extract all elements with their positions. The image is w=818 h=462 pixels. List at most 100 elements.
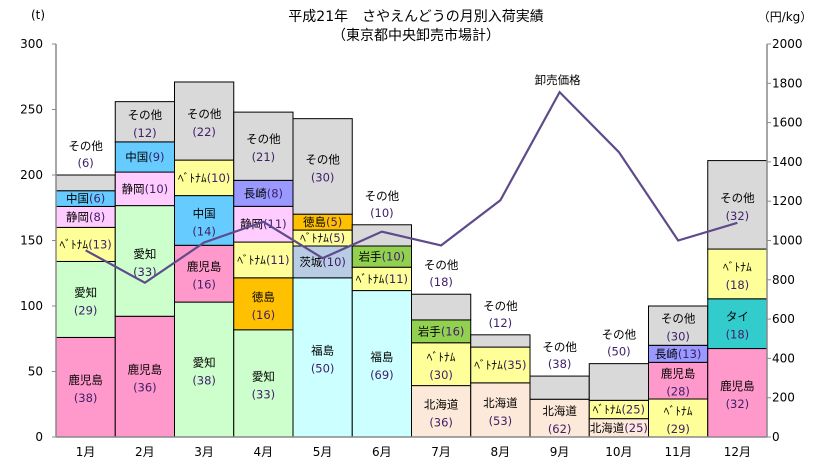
segment-percent: (16)	[252, 308, 276, 322]
segment-label: 北海道	[483, 396, 518, 410]
segment-label: 鹿児島	[661, 367, 696, 381]
segment-percent: (18)	[726, 278, 750, 292]
bar-segment	[529, 398, 590, 438]
segment-percent: (9)	[148, 150, 164, 164]
segment-percent: (10)	[382, 250, 406, 264]
segment-percent: (11)	[263, 217, 287, 231]
segment-label-name: 岩手	[418, 324, 441, 338]
segment-label-name: 中国	[125, 150, 148, 164]
segment-percent: (36)	[133, 381, 157, 395]
bars: 鹿児島(38)愛知(29)ﾍﾞﾄﾅﾑ(13)静岡(8)中国(6)その他(6)鹿児…	[55, 81, 768, 438]
segment-percent: (13)	[88, 237, 112, 251]
segment-label: 鹿児島	[187, 260, 222, 274]
segment-percent: (13)	[678, 347, 702, 361]
y-tick-label: 200	[20, 168, 43, 182]
chart-title: 平成21年 さやえんどうの月別入荷実績	[288, 9, 543, 25]
segment-percent: (5)	[326, 215, 342, 229]
x-tick-label: 10月	[605, 445, 632, 459]
bar-segment	[470, 334, 531, 348]
segment-percent: (35)	[503, 358, 527, 372]
segment-percent: (30)	[666, 330, 690, 344]
segment-percent: (18)	[726, 328, 750, 342]
segment-label: その他	[68, 139, 103, 153]
segment-label: その他	[305, 152, 340, 166]
segment-label-name: ﾍﾞﾄﾅﾑ	[593, 402, 622, 416]
segment-label-name: 長崎	[655, 347, 678, 361]
segment-label: その他	[365, 189, 400, 203]
segment-percent: (6)	[77, 156, 93, 170]
x-tick-label: 3月	[194, 445, 214, 459]
segment-label-name: ﾍﾞﾄﾅﾑ	[178, 171, 207, 185]
segment-percent: (33)	[252, 387, 276, 401]
segment-label: その他	[246, 132, 281, 146]
y2-tick-label: 2000	[772, 37, 803, 51]
segment-label: 徳島(5)	[303, 215, 342, 229]
segment-percent: (30)	[311, 170, 335, 184]
segment-label-name: 岩手	[359, 250, 382, 264]
segment-label: その他	[483, 299, 518, 313]
segment-label: ﾍﾞﾄﾅﾑ(13)	[59, 237, 111, 251]
segment-label: 愛知	[133, 247, 156, 261]
segment-label: ﾍﾞﾄﾅﾑ(5)	[300, 231, 345, 245]
segment-label-name: ﾍﾞﾄﾅﾑ	[474, 358, 503, 372]
segment-label-name: 北海道	[590, 421, 625, 435]
x-tick-label: 5月	[313, 445, 333, 459]
segment-percent: (18)	[429, 275, 453, 289]
axes: 1月 2月 3月 4月 5月 6月 7月 8月 9月 10月 11月 12月 0 50 100 150 200 2…	[20, 37, 802, 459]
segment-label-name: ﾍﾞﾄﾅﾑ	[237, 253, 266, 267]
segment-label-name: 静岡	[122, 182, 145, 196]
segment-label: 福島	[311, 343, 334, 357]
y-tick-label: 250	[20, 103, 43, 117]
segment-percent: (10)	[322, 255, 346, 269]
y-axis-unit: (t)	[31, 8, 45, 22]
price-line-path	[85, 90, 738, 285]
segment-percent: (38)	[192, 374, 216, 388]
segment-percent: (10)	[207, 171, 231, 185]
segment-percent: (16)	[192, 278, 216, 292]
segment-percent: (32)	[726, 209, 750, 223]
segment-label: 北海道	[542, 404, 577, 418]
y-tick-label: 100	[20, 299, 43, 313]
segment-label-name: 中国	[66, 192, 89, 206]
segment-percent: (50)	[607, 345, 631, 359]
bar-segment	[174, 159, 235, 197]
segment-percent: (8)	[267, 186, 283, 200]
bar-segment	[114, 205, 175, 317]
segment-label: 長崎(8)	[244, 186, 283, 200]
bar-segment	[233, 241, 294, 279]
segment-percent: (33)	[133, 265, 157, 279]
bar-segment	[174, 195, 235, 246]
segment-percent: (32)	[726, 397, 750, 411]
segment-label: 北海道	[424, 397, 459, 411]
bar-segment	[55, 336, 116, 438]
segment-percent: (10)	[145, 182, 169, 196]
bar-segment	[233, 111, 294, 181]
segment-label: 中国	[193, 206, 216, 220]
x-tick-label: 2月	[135, 445, 155, 459]
segment-label: 中国(9)	[125, 150, 164, 164]
x-tick-label: 8月	[491, 445, 511, 459]
bar-segment	[351, 224, 412, 247]
segment-label: 中国(6)	[66, 192, 105, 206]
bar-segment	[707, 298, 768, 350]
segment-label: 静岡(10)	[122, 182, 169, 196]
segment-percent: (14)	[192, 224, 216, 238]
segment-label: 鹿児島	[128, 363, 163, 377]
y2-tick-label: 1400	[772, 155, 803, 169]
bar-segment	[233, 277, 294, 331]
segment-percent: (12)	[489, 316, 513, 330]
y-tick-label: 50	[28, 365, 43, 379]
segment-label-name: ﾍﾞﾄﾅﾑ	[356, 272, 385, 286]
bar-segment	[174, 81, 235, 161]
segment-label-name: 静岡	[66, 210, 89, 224]
segment-label-name: 徳島	[303, 215, 326, 229]
segment-label: ﾍﾞﾄﾅﾑ(11)	[237, 253, 289, 267]
segment-label: 長崎(13)	[655, 347, 702, 361]
segment-label: 福島	[370, 350, 393, 364]
bar-segment	[707, 160, 768, 250]
segment-percent: (30)	[429, 368, 453, 382]
x-tick-label: 12月	[724, 445, 751, 459]
segment-percent: (11)	[266, 253, 290, 267]
segment-percent: (22)	[192, 125, 216, 139]
bar-segment	[648, 305, 709, 346]
